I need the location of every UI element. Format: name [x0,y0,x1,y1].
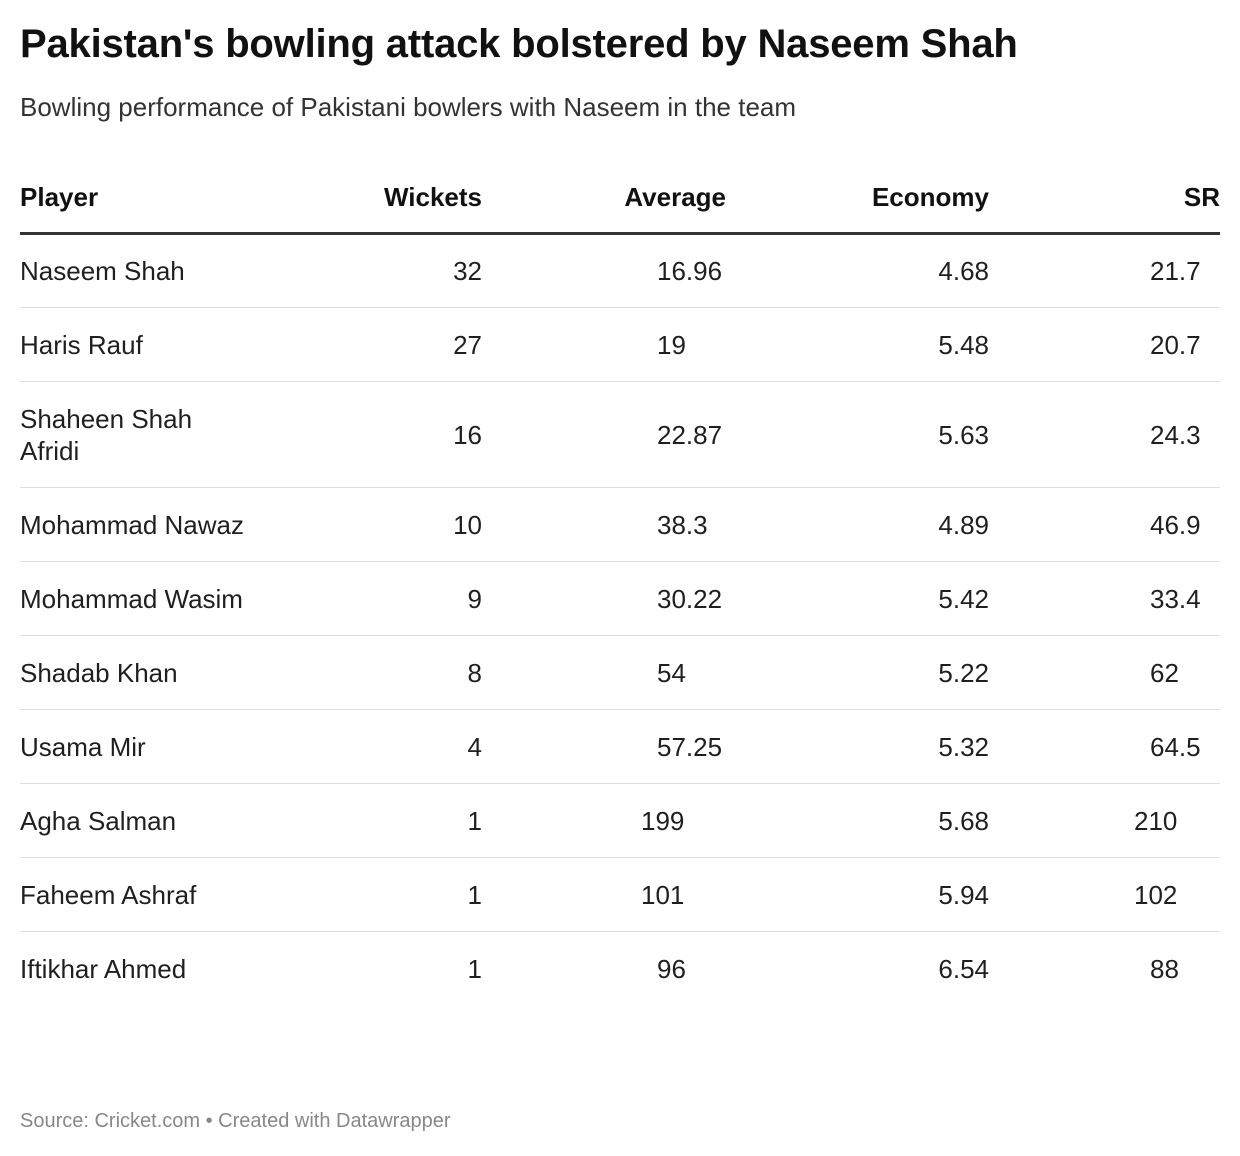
cell-wickets: 27 [250,307,482,382]
data-table: Player Wickets Average Economy SR Naseem… [20,162,1220,1006]
cell-wickets: 1 [467,953,482,984]
cell-sr-value: 33.4 [1150,583,1201,614]
cell-average-value: 199 [641,805,685,836]
column-header-wickets[interactable]: Wickets [250,162,482,235]
cell-player: Shaheen Shah Afridi [20,381,250,488]
cell-player: Faheem Ashraf [20,857,250,932]
table-row: Shadab Khan 8 54 5.22 62 [20,635,1220,710]
cell-wickets: 1 [250,857,482,932]
table-row: Mohammad Nawaz 10 38.3 4.89 46.9 [20,487,1220,562]
cell-average-value: 101 [641,879,685,910]
cell-wickets: 1 [250,783,482,858]
table-row: Mohammad Wasim 9 30.22 5.42 33.4 [20,561,1220,636]
cell-average: 101 [482,857,726,932]
chart-subtitle: Bowling performance of Pakistani bowlers… [20,92,797,122]
cell-sr: 210 [989,783,1220,858]
cell-wickets: 9 [250,561,482,636]
cell-sr: 46.9 [989,487,1220,562]
cell-average: 57.25 [482,709,726,784]
cell-sr: 33.4 [989,561,1220,636]
cell-average: 30.22 [482,561,726,636]
table-row: Shaheen Shah Afridi 16 22.87 5.63 24.3 [20,381,1220,488]
cell-player: Mohammad Nawaz [20,487,250,562]
cell-player: Usama Mir [20,709,250,784]
cell-sr: 24.3 [989,381,1220,488]
header-row: Player Wickets Average Economy SR [20,162,1220,235]
cell-economy: 5.94 [726,857,989,932]
cell-average: 199 [482,783,726,858]
cell-sr-value: 102 [1134,879,1178,910]
cell-sr-value: 88 [1150,953,1179,984]
table-row: Naseem Shah 32 16.96 4.68 21.7 [20,233,1220,308]
cell-average-value: 30.22 [657,583,723,614]
table-row: Iftikhar Ahmed 1 96 6.54 88 [20,932,1220,1006]
cell-sr: 64.5 [989,709,1220,784]
column-header-economy[interactable]: Economy [726,162,989,235]
cell-average: 19 [482,307,726,382]
cell-player: Haris Rauf [20,307,250,382]
cell-sr: 62 [989,635,1220,710]
table-body: Naseem Shah 32 16.96 4.68 21.7 Haris Rauf 27 19… [20,233,1220,1006]
cell-wickets: 16 [250,381,482,488]
cell-economy: 4.89 [726,487,989,562]
cell-sr-value: 24.3 [1150,419,1201,450]
cell-wickets: 4 [250,709,482,784]
cell-economy: 5.68 [726,783,989,858]
cell-average-value: 38.3 [657,509,708,540]
column-header-player[interactable]: Player [20,162,250,235]
cell-average-value: 54 [657,657,686,688]
table-row: Haris Rauf 27 19 5.48 20.7 [20,307,1220,382]
cell-sr-value: 210 [1134,805,1178,836]
cell-sr-value: 46.9 [1150,509,1201,540]
cell-sr: 102 [989,857,1220,932]
cell-average-value: 16.96 [657,256,723,286]
cell-sr-value: 20.7 [1150,329,1201,360]
cell-sr: 21.7 [989,233,1220,308]
table-row: Agha Salman 1 199 5.68 210 [20,783,1220,858]
cell-economy: 6.54 [938,953,989,984]
cell-average-value: 19 [657,329,686,360]
cell-wickets: 32 [250,233,482,308]
cell-player: Iftikhar Ahmed [20,953,187,984]
cell-economy: 5.32 [726,709,989,784]
cell-wickets: 10 [250,487,482,562]
cell-economy: 4.68 [726,233,989,308]
cell-wickets: 8 [250,635,482,710]
cell-average: 22.87 [482,381,726,488]
cell-average: 96 [482,932,726,1006]
cell-player: Agha Salman [20,783,250,858]
cell-average-value: 96 [657,953,686,984]
cell-sr: 88 [989,932,1220,1006]
column-header-sr[interactable]: SR [989,162,1220,235]
source-note: Source: Cricket.com • Created with Dataw… [20,1110,451,1132]
table-row: Usama Mir 4 57.25 5.32 64.5 [20,709,1220,784]
table-row: Faheem Ashraf 1 101 5.94 102 [20,857,1220,932]
cell-average: 16.96 [482,233,726,308]
cell-sr: 20.7 [989,307,1220,382]
cell-economy: 5.22 [726,635,989,710]
column-header-average[interactable]: Average [482,162,726,235]
cell-sr-value: 62 [1150,657,1179,688]
chart-title: Pakistan's bowling attack bolstered by N… [20,22,1018,66]
cell-sr-value: 64.5 [1150,731,1201,762]
cell-player: Shadab Khan [20,635,250,710]
cell-economy: 5.63 [726,381,989,488]
cell-economy: 5.42 [726,561,989,636]
cell-player: Mohammad Wasim [20,561,250,636]
cell-player: Naseem Shah [20,233,250,308]
cell-average: 54 [482,635,726,710]
cell-economy: 5.48 [726,307,989,382]
cell-average: 38.3 [482,487,726,562]
cell-average-value: 22.87 [657,419,723,450]
cell-average-value: 57.25 [657,731,723,762]
cell-sr-value: 21.7 [1150,256,1201,286]
